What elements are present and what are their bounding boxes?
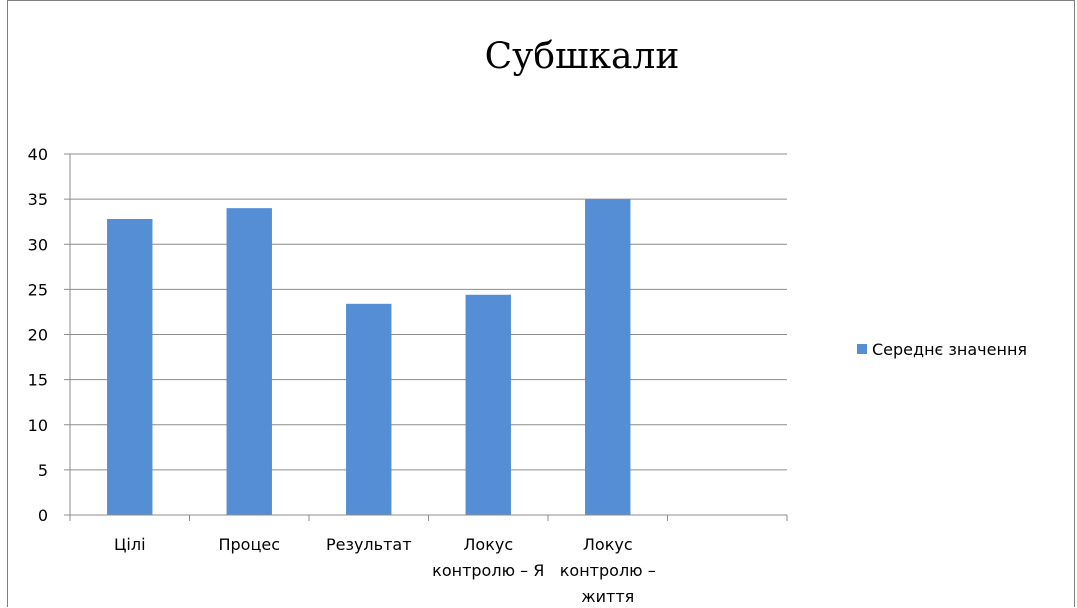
- y-axis: 0 5 10 15 20 25 30 35 40: [28, 145, 71, 525]
- bars: [107, 199, 631, 516]
- x-category-label: Результат: [326, 535, 412, 554]
- legend-swatch: [857, 344, 867, 354]
- bar: [107, 218, 153, 516]
- x-category-label: Локус: [583, 535, 633, 554]
- bar: [585, 199, 631, 515]
- chart-title: Субшкали: [485, 36, 680, 77]
- y-tick-label: 15: [28, 371, 48, 390]
- y-tick-label: 40: [28, 145, 48, 164]
- bar: [226, 208, 272, 515]
- legend-label-mean: Середнє значення: [872, 340, 1027, 359]
- gridlines: [70, 153, 787, 471]
- chart-frame: [7, 0, 1075, 607]
- legend: Середнє значення: [857, 340, 1027, 359]
- bar: [346, 303, 392, 515]
- x-axis: Цілі Процес Результат Локус контролю – Я Локу…: [69, 514, 788, 606]
- x-category-label: Локус: [463, 535, 513, 554]
- y-tick-label: 0: [38, 506, 48, 525]
- x-category-label: Процес: [218, 535, 280, 554]
- x-category-label: Цілі: [114, 535, 146, 554]
- x-category-label: контролю –: [560, 561, 656, 580]
- y-tick-label: 20: [28, 326, 48, 345]
- bar: [465, 294, 511, 515]
- y-tick-label: 5: [38, 461, 48, 480]
- y-tick-label: 25: [28, 280, 48, 299]
- y-tick-label: 30: [28, 235, 48, 254]
- y-tick-label: 10: [28, 416, 48, 435]
- y-tick-label: 35: [28, 190, 48, 209]
- x-category-label: контролю – Я: [432, 561, 544, 580]
- x-category-label: життя: [581, 587, 634, 606]
